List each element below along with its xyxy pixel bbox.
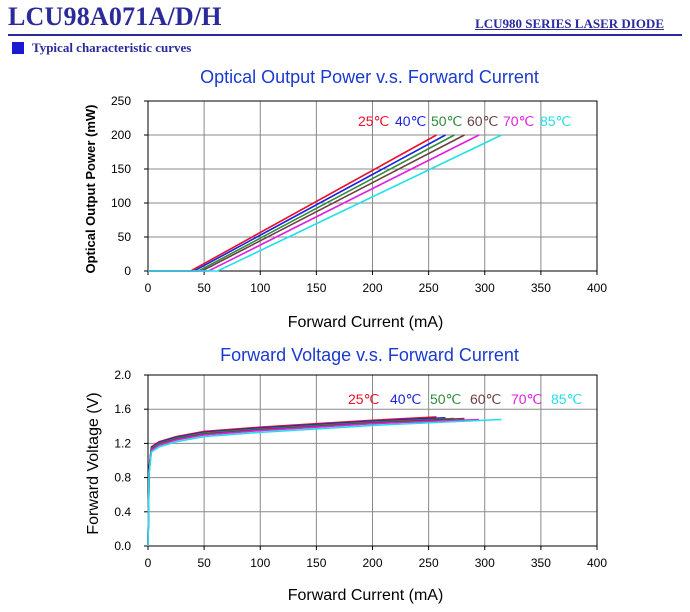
y-tick-label: 2.0 — [114, 368, 131, 382]
document-title: LCU98A071A/D/H — [8, 2, 222, 31]
x-tick-label: 50 — [197, 556, 211, 570]
series-label: LCU980 SERIES LASER DIODE — [475, 16, 664, 31]
x-tick-label: 250 — [419, 556, 439, 570]
y-tick-label: 1.2 — [114, 436, 131, 450]
x-tick-label: 250 — [419, 281, 439, 295]
legend-entry: 85℃ — [551, 391, 582, 407]
y-tick-label: 0.4 — [114, 505, 131, 519]
y-tick-label: 50 — [118, 230, 132, 244]
y-tick-label: 100 — [111, 196, 131, 210]
legend-entry: 85℃ — [540, 113, 571, 129]
x-tick-label: 350 — [531, 281, 551, 295]
series-line-85c — [147, 418, 502, 547]
y-tick-label: 200 — [111, 128, 131, 142]
legend-entry: 70℃ — [511, 391, 542, 407]
legend-entry: 40℃ — [395, 113, 426, 129]
y-tick-label: 1.6 — [114, 402, 131, 416]
legend-entry: 60℃ — [467, 113, 498, 129]
x-tick-label: 200 — [362, 556, 382, 570]
chart-1: Optical Output Power v.s. Forward Curren… — [83, 67, 607, 331]
y-tick-label: 0 — [124, 264, 131, 278]
section-bullet-icon — [12, 42, 24, 54]
legend-entry: 50℃ — [430, 391, 461, 407]
x-tick-label: 200 — [362, 281, 382, 295]
legend-entry: 70℃ — [503, 113, 534, 129]
x-tick-label: 400 — [587, 556, 607, 570]
x-tick-label: 400 — [587, 281, 607, 295]
x-axis-label: Forward Current (mA) — [288, 314, 444, 331]
section-heading: Typical characteristic curves — [12, 40, 191, 56]
series-line-85c — [148, 134, 502, 272]
y-tick-label: 0.8 — [114, 471, 131, 485]
header-rule — [8, 34, 682, 36]
x-tick-label: 150 — [306, 556, 326, 570]
y-tick-label: 150 — [111, 162, 131, 176]
x-axis-label: Forward Current (mA) — [288, 587, 444, 604]
x-tick-label: 0 — [145, 556, 152, 570]
y-axis-label: Forward Voltage (V) — [85, 392, 102, 534]
x-tick-label: 300 — [475, 281, 495, 295]
x-tick-label: 300 — [475, 556, 495, 570]
y-axis-label: Optical Output Power (mW) — [83, 105, 98, 274]
x-tick-label: 100 — [250, 556, 270, 570]
y-tick-label: 250 — [111, 94, 131, 108]
chart-2: Forward Voltage v.s. Forward Current 0 50 1… — [85, 345, 607, 604]
legend-entry: 40℃ — [390, 391, 421, 407]
chart-title: Forward Voltage v.s. Forward Current — [220, 345, 519, 365]
x-tick-label: 150 — [306, 281, 326, 295]
x-tick-label: 50 — [197, 281, 211, 295]
legend-entry: 25℃ — [358, 113, 389, 129]
legend-entry: 50℃ — [431, 113, 462, 129]
section-heading-text: Typical characteristic curves — [32, 40, 192, 55]
y-tick-label: 0.0 — [114, 539, 131, 553]
x-tick-label: 100 — [250, 281, 270, 295]
x-tick-label: 0 — [145, 281, 152, 295]
legend-entry: 25℃ — [348, 391, 379, 407]
chart-title: Optical Output Power v.s. Forward Curren… — [200, 67, 539, 87]
legend-entry: 60℃ — [470, 391, 501, 407]
x-tick-label: 350 — [531, 556, 551, 570]
